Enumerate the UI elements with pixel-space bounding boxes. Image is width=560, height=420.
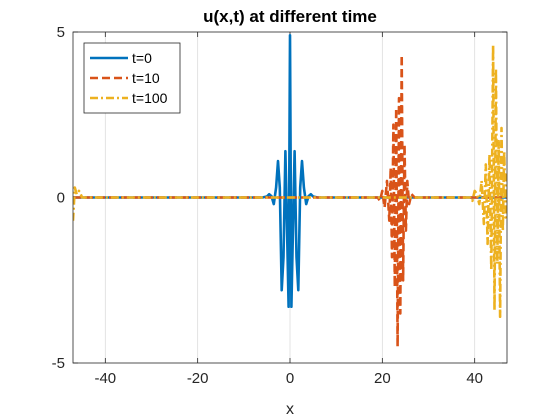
y-tick-label: 0 [57,190,65,207]
series-group [73,33,507,348]
x-tick-label: 20 [374,370,391,387]
plot-frame [72,31,508,364]
x-tick-label: 0 [286,370,294,387]
y-tick-label: 5 [57,24,65,41]
chart-title: u(x,t) at different time [203,7,377,26]
series-line-3 [73,43,507,319]
x-tick-label: -20 [187,370,209,387]
y-tick-label: -5 [52,355,65,372]
series-line-2 [73,53,507,348]
legend-box [83,42,181,114]
legend-label-3: t=100 [132,90,168,106]
x-tick-label: -40 [94,370,116,387]
legend-label-1: t=0 [132,50,152,66]
legend-label-2: t=10 [132,70,160,86]
x-axis-label: x [286,401,294,418]
legend: t=0 t=10 t=100 [83,42,181,114]
series-line-1 [73,33,507,309]
ticks: -40 -20 0 20 40 -5 0 5 [52,24,507,387]
x-tick-label: 40 [466,370,483,387]
